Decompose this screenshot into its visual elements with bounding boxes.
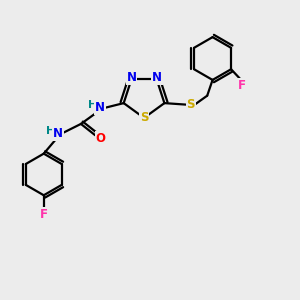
- Text: H: H: [46, 126, 55, 136]
- Text: N: N: [127, 71, 136, 84]
- Text: S: S: [187, 98, 195, 111]
- Text: O: O: [95, 132, 106, 145]
- Text: F: F: [40, 208, 48, 221]
- Text: F: F: [238, 79, 245, 92]
- Text: N: N: [152, 71, 162, 84]
- Text: S: S: [140, 111, 148, 124]
- Text: N: N: [53, 127, 63, 140]
- Text: H: H: [88, 100, 98, 110]
- Text: N: N: [95, 101, 105, 114]
